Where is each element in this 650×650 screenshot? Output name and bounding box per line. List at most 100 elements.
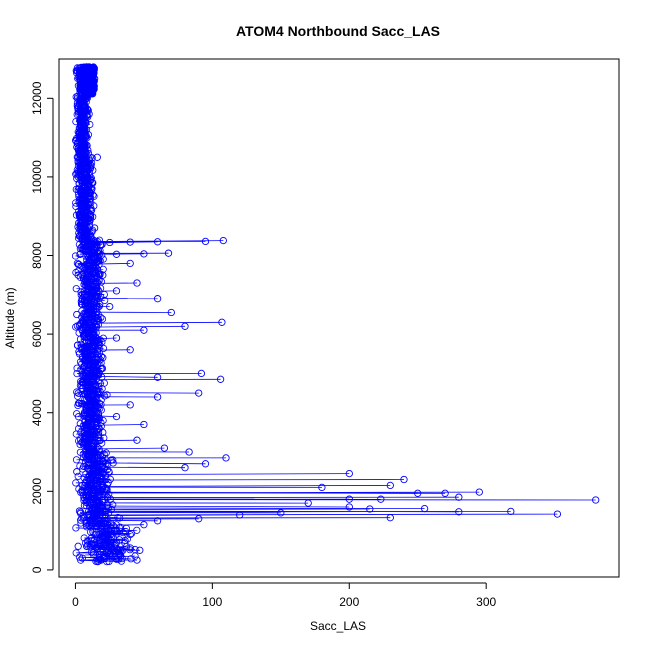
data-point: [79, 141, 88, 150]
data-point: [75, 329, 83, 337]
data-point: [86, 212, 95, 220]
series-segment: [87, 375, 158, 378]
data-point: [77, 133, 85, 142]
x-tick-label: 100: [202, 595, 222, 609]
data-point: [90, 224, 99, 232]
series-segment: [87, 241, 110, 243]
data-point: [78, 554, 86, 562]
data-point: [111, 526, 119, 534]
data-point: [75, 212, 84, 220]
data-point: [86, 81, 94, 89]
data-point: [345, 469, 353, 478]
y-tick-label: 8000: [30, 242, 44, 269]
data-point: [87, 523, 95, 531]
data-point: [104, 530, 113, 538]
data-point: [95, 353, 103, 361]
data-point: [106, 550, 114, 558]
data-point: [81, 126, 89, 134]
data-point: [153, 238, 162, 246]
series-segment: [83, 519, 158, 522]
data-point: [81, 64, 90, 72]
data-point: [74, 542, 82, 550]
data-point: [181, 464, 189, 472]
data-point: [73, 364, 81, 372]
y-axis-label: Altitude (m): [3, 287, 17, 348]
data-point: [80, 534, 88, 542]
data-point: [345, 503, 353, 511]
data-point: [160, 444, 169, 452]
series-segment: [89, 241, 131, 244]
data-point: [85, 110, 93, 118]
data-point: [80, 501, 89, 510]
y-tick-label: 12000: [30, 81, 44, 115]
data-point: [86, 471, 94, 479]
y-axis: 0 2000 4000 6000 8000 10000 12000: [30, 81, 54, 573]
data-point: [90, 69, 98, 77]
data-point: [553, 510, 562, 518]
data-point: [318, 483, 326, 492]
series-segment: [86, 510, 459, 513]
data-point: [98, 465, 106, 473]
data-point: [82, 247, 91, 256]
data-point: [414, 489, 422, 497]
data-point: [74, 389, 82, 397]
data-layer: [71, 63, 600, 566]
data-point: [106, 302, 114, 311]
series-segment: [88, 325, 186, 328]
data-point: [71, 252, 80, 260]
data-point: [197, 369, 206, 378]
data-point: [83, 542, 91, 550]
data-point: [112, 334, 121, 342]
data-point: [84, 200, 92, 209]
series-segment: [89, 466, 186, 469]
series-segment: [84, 484, 391, 487]
data-point: [112, 538, 121, 547]
data-point: [195, 389, 203, 397]
data-point: [126, 530, 134, 539]
data-point: [74, 341, 82, 349]
data-point: [126, 544, 134, 552]
series-segment: [82, 424, 144, 426]
data-point: [107, 520, 116, 528]
data-point: [106, 475, 114, 483]
data-point: [82, 169, 91, 177]
data-point: [126, 346, 134, 354]
series-segment: [84, 513, 558, 516]
data-point: [80, 462, 88, 471]
series-segment: [85, 541, 117, 543]
data-point: [73, 310, 81, 319]
series-segment: [85, 473, 350, 476]
data-point: [112, 412, 121, 421]
chart-title: ATOM4 Northbound Sacc_LAS: [236, 23, 440, 39]
data-point: [507, 507, 515, 516]
data-point: [93, 278, 102, 286]
data-point: [73, 369, 81, 378]
data-point: [345, 495, 353, 503]
data-point: [73, 388, 81, 396]
data-point: [101, 296, 109, 304]
data-point: [119, 546, 127, 555]
data-point: [74, 399, 83, 407]
data-point: [304, 499, 312, 507]
data-point: [112, 287, 121, 295]
data-point: [455, 508, 463, 516]
data-point: [400, 475, 408, 484]
data-point: [74, 260, 82, 268]
data-point: [76, 462, 84, 470]
data-point: [94, 286, 103, 294]
data-point: [76, 245, 85, 253]
data-point: [99, 428, 107, 437]
data-point: [153, 517, 162, 525]
series-segment: [87, 321, 222, 324]
data-point: [386, 481, 394, 490]
data-point: [126, 259, 134, 268]
data-point: [181, 322, 189, 330]
series-segment: [84, 462, 206, 465]
series-segment: [85, 553, 110, 556]
data-point: [77, 428, 85, 437]
data-point: [133, 436, 141, 444]
data-point: [88, 243, 96, 252]
data-point: [377, 495, 385, 503]
series-segment: [86, 337, 117, 340]
